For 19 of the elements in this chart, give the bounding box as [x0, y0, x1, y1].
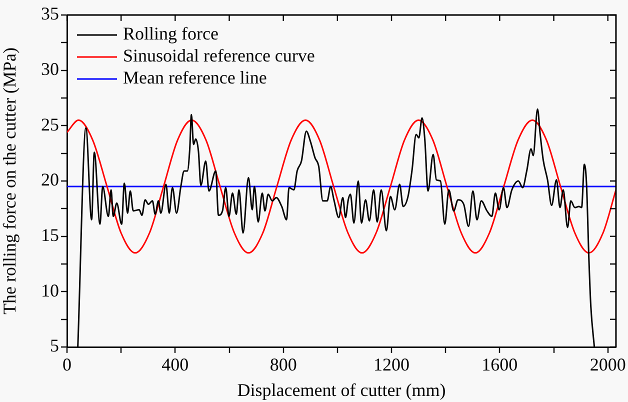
x-tick-label: 0 — [62, 354, 72, 375]
legend-label: Mean reference line — [123, 68, 267, 88]
y-tick-label: 20 — [41, 170, 59, 190]
y-tick-label: 5 — [50, 336, 59, 356]
line-series — [67, 119, 616, 254]
y-tick-label: 30 — [41, 59, 59, 80]
y-tick-label: 15 — [41, 225, 59, 246]
y-tick-label: 25 — [41, 114, 59, 134]
legend-label: Sinusoidal reference curve — [123, 46, 315, 66]
legend-label: Rolling force — [123, 24, 218, 44]
y-tick-label: 10 — [41, 280, 59, 300]
x-tick-label: 1600 — [482, 354, 518, 375]
x-tick-label: 400 — [162, 354, 189, 375]
y-axis-title: The rolling force on the cutter (MPa) — [0, 48, 20, 314]
x-axis-title: Displacement of cutter (mm) — [237, 380, 446, 400]
x-tick-label: 800 — [270, 354, 297, 375]
x-tick-label: 2000 — [590, 354, 626, 375]
y-tick-label: 35 — [41, 4, 59, 24]
x-tick-label: 1200 — [374, 354, 410, 375]
